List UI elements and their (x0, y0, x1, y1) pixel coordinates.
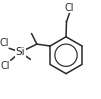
Text: Cl: Cl (65, 3, 74, 13)
Text: Cl: Cl (1, 61, 10, 71)
Text: Cl: Cl (0, 38, 9, 48)
Text: Si: Si (15, 47, 25, 57)
